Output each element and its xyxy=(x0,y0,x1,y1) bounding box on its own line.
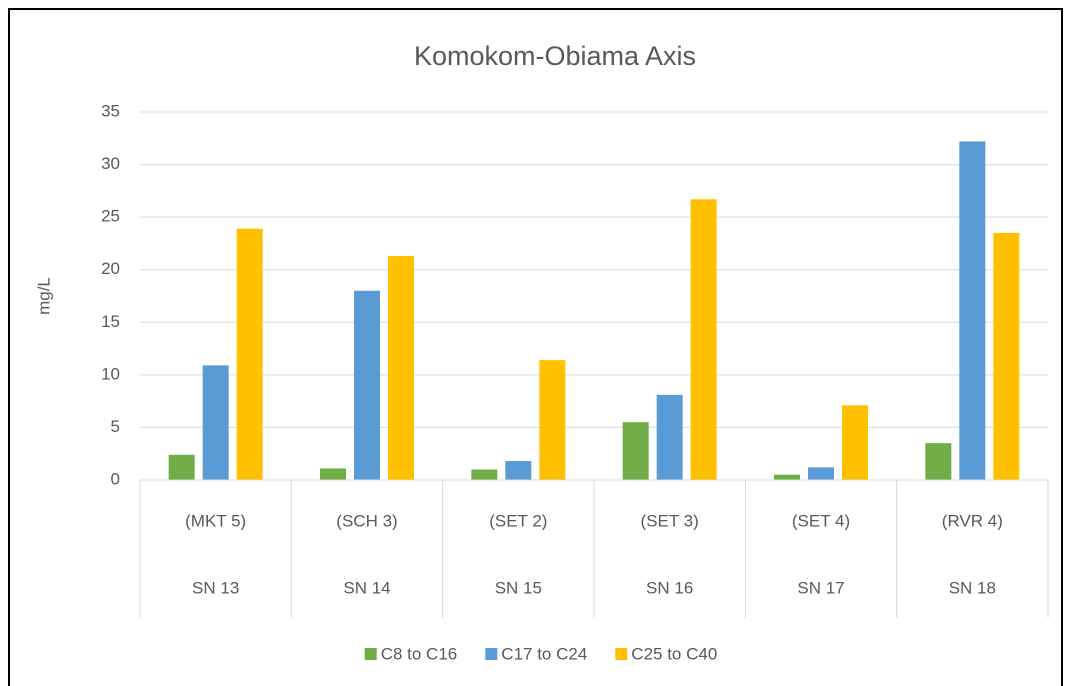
legend-label: C25 to C40 xyxy=(631,644,717,663)
bar xyxy=(388,256,414,480)
legend-swatch xyxy=(485,648,498,660)
y-tick-label: 0 xyxy=(111,469,120,488)
x-group-label: SN 15 xyxy=(495,578,542,597)
bar xyxy=(320,468,346,480)
legend-swatch xyxy=(615,648,628,660)
x-tick-label: (MKT 5) xyxy=(185,511,246,530)
x-tick-label: (SET 2) xyxy=(489,511,547,530)
bar xyxy=(354,290,380,480)
y-tick-label: 35 xyxy=(101,101,120,120)
bar xyxy=(842,405,868,480)
bar xyxy=(471,469,498,480)
y-tick-label: 10 xyxy=(101,364,120,383)
bar xyxy=(236,228,263,480)
x-tick-label: (SET 3) xyxy=(641,511,699,530)
bar xyxy=(168,454,195,480)
legend-label: C8 to C16 xyxy=(381,644,458,663)
bar xyxy=(690,199,717,481)
bar xyxy=(622,422,649,480)
x-group-label: SN 14 xyxy=(343,578,390,597)
bar xyxy=(656,394,683,480)
bar xyxy=(774,474,800,480)
legend-swatch xyxy=(364,648,377,660)
x-group-label: SN 16 xyxy=(646,578,693,597)
y-tick-label: 30 xyxy=(101,154,120,173)
y-axis-label: mg/L xyxy=(34,277,53,315)
x-tick-label: (SCH 3) xyxy=(336,511,397,530)
x-group-label: SN 17 xyxy=(797,578,844,597)
frame xyxy=(8,8,1063,686)
bar xyxy=(202,365,229,480)
bar xyxy=(505,461,532,480)
y-tick-label: 5 xyxy=(111,417,120,436)
bar xyxy=(925,443,952,480)
y-tick-label: 20 xyxy=(101,259,120,278)
x-tick-label: (RVR 4) xyxy=(942,511,1003,530)
chart-title: Komokom-Obiama Axis xyxy=(414,41,696,71)
legend-label: C17 to C24 xyxy=(501,644,587,663)
bar xyxy=(808,467,834,480)
y-tick-label: 25 xyxy=(101,207,120,226)
bar xyxy=(539,360,566,480)
x-tick-label: (SET 4) xyxy=(792,511,850,530)
bar xyxy=(993,232,1020,480)
bar xyxy=(959,141,986,480)
y-tick-label: 15 xyxy=(101,312,120,331)
x-group-label: SN 13 xyxy=(192,578,239,597)
x-group-label: SN 18 xyxy=(949,578,996,597)
